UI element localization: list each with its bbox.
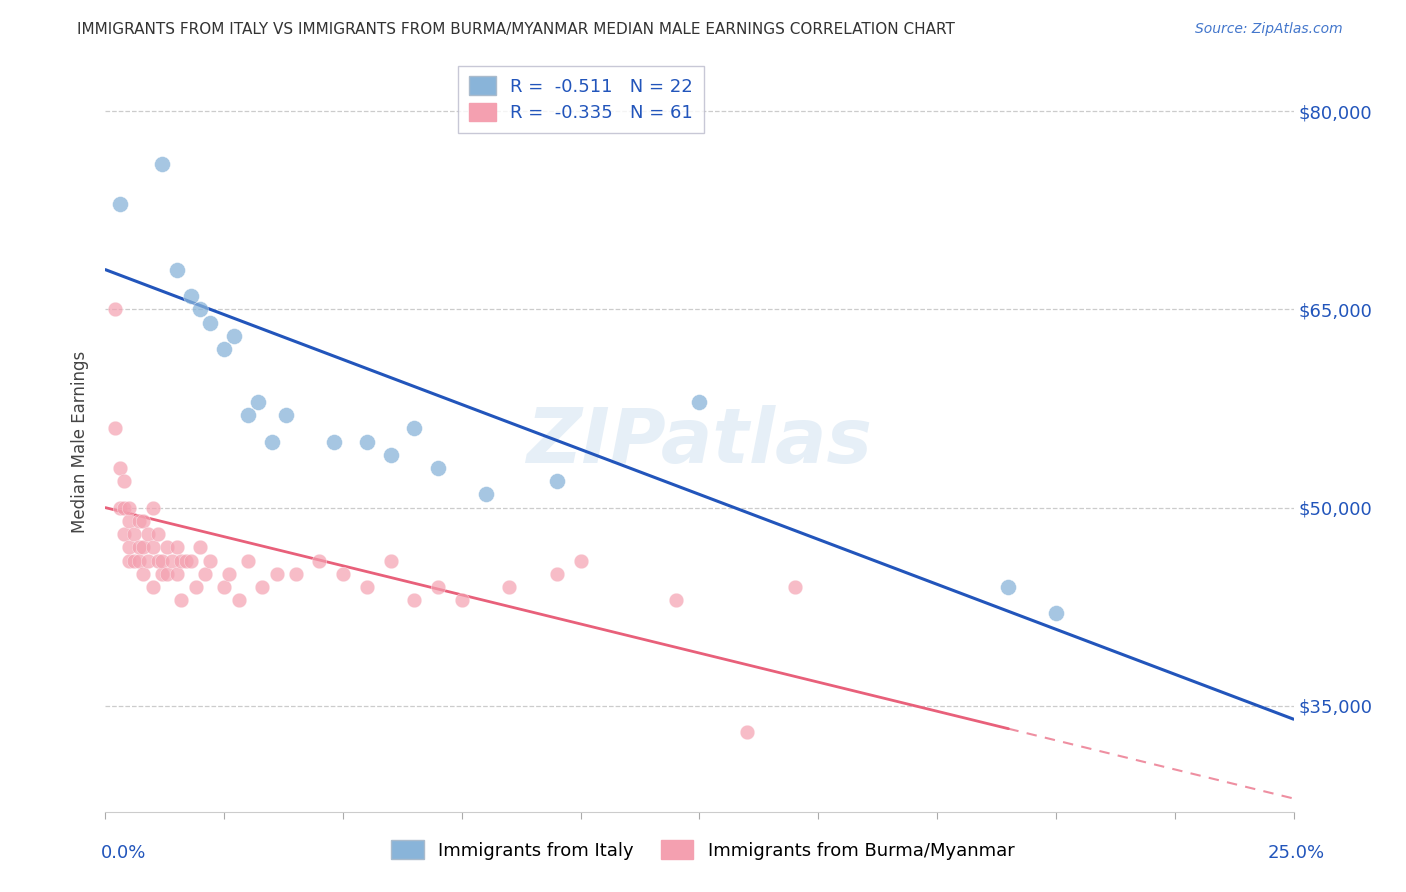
- Point: [104, 421, 127, 435]
- Point: [132, 566, 155, 581]
- Point: [308, 553, 330, 567]
- Point: [222, 328, 245, 343]
- Point: [128, 514, 150, 528]
- Point: [198, 553, 221, 567]
- Text: 0.0%: 0.0%: [101, 844, 146, 862]
- Point: [284, 566, 307, 581]
- Point: [170, 593, 193, 607]
- Point: [132, 514, 155, 528]
- Point: [128, 541, 150, 555]
- Point: [322, 434, 344, 449]
- Point: [114, 527, 136, 541]
- Point: [142, 541, 165, 555]
- Point: [132, 541, 155, 555]
- Point: [184, 580, 207, 594]
- Point: [152, 157, 174, 171]
- Point: [228, 593, 250, 607]
- Point: [174, 553, 197, 567]
- Text: IMMIGRANTS FROM ITALY VS IMMIGRANTS FROM BURMA/MYANMAR MEDIAN MALE EARNINGS CORR: IMMIGRANTS FROM ITALY VS IMMIGRANTS FROM…: [77, 22, 955, 37]
- Point: [380, 553, 402, 567]
- Point: [236, 408, 259, 422]
- Point: [156, 566, 179, 581]
- Point: [166, 566, 188, 581]
- Point: [546, 566, 568, 581]
- Point: [450, 593, 472, 607]
- Point: [474, 487, 496, 501]
- Point: [142, 580, 165, 594]
- Point: [689, 395, 711, 409]
- Point: [180, 553, 202, 567]
- Point: [997, 580, 1019, 594]
- Point: [114, 500, 136, 515]
- Point: [152, 553, 174, 567]
- Point: [136, 527, 159, 541]
- Point: [356, 434, 378, 449]
- Point: [190, 541, 212, 555]
- Point: [356, 580, 378, 594]
- Point: [180, 289, 202, 303]
- Point: [194, 566, 217, 581]
- Legend: Immigrants from Italy, Immigrants from Burma/Myanmar: Immigrants from Italy, Immigrants from B…: [384, 833, 1022, 867]
- Point: [108, 196, 131, 211]
- Point: [122, 527, 145, 541]
- Y-axis label: Median Male Earnings: Median Male Earnings: [72, 351, 90, 533]
- Point: [218, 566, 240, 581]
- Point: [122, 553, 145, 567]
- Point: [332, 566, 354, 581]
- Text: 25.0%: 25.0%: [1267, 844, 1324, 862]
- Point: [146, 553, 169, 567]
- Point: [128, 553, 150, 567]
- Point: [108, 461, 131, 475]
- Point: [246, 395, 269, 409]
- Point: [118, 541, 141, 555]
- Point: [170, 553, 193, 567]
- Point: [735, 725, 758, 739]
- Point: [142, 500, 165, 515]
- Point: [380, 448, 402, 462]
- Point: [152, 566, 174, 581]
- Point: [146, 527, 169, 541]
- Point: [156, 541, 179, 555]
- Point: [214, 342, 236, 356]
- Point: [404, 593, 426, 607]
- Point: [569, 553, 592, 567]
- Point: [498, 580, 520, 594]
- Point: [665, 593, 688, 607]
- Point: [118, 500, 141, 515]
- Point: [166, 262, 188, 277]
- Point: [108, 500, 131, 515]
- Point: [783, 580, 806, 594]
- Point: [236, 553, 259, 567]
- Point: [214, 580, 236, 594]
- Point: [427, 580, 450, 594]
- Point: [118, 514, 141, 528]
- Text: Source: ZipAtlas.com: Source: ZipAtlas.com: [1195, 22, 1343, 37]
- Point: [1045, 607, 1067, 621]
- Point: [266, 566, 288, 581]
- Point: [404, 421, 426, 435]
- Point: [274, 408, 297, 422]
- Point: [114, 474, 136, 488]
- Point: [260, 434, 283, 449]
- Text: ZIPatlas: ZIPatlas: [526, 405, 873, 478]
- Legend: R =  -0.511   N = 22, R =  -0.335   N = 61: R = -0.511 N = 22, R = -0.335 N = 61: [458, 66, 703, 133]
- Point: [427, 461, 450, 475]
- Point: [546, 474, 568, 488]
- Point: [160, 553, 183, 567]
- Point: [166, 541, 188, 555]
- Point: [252, 580, 274, 594]
- Point: [136, 553, 159, 567]
- Point: [190, 302, 212, 317]
- Point: [104, 302, 127, 317]
- Point: [198, 316, 221, 330]
- Point: [118, 553, 141, 567]
